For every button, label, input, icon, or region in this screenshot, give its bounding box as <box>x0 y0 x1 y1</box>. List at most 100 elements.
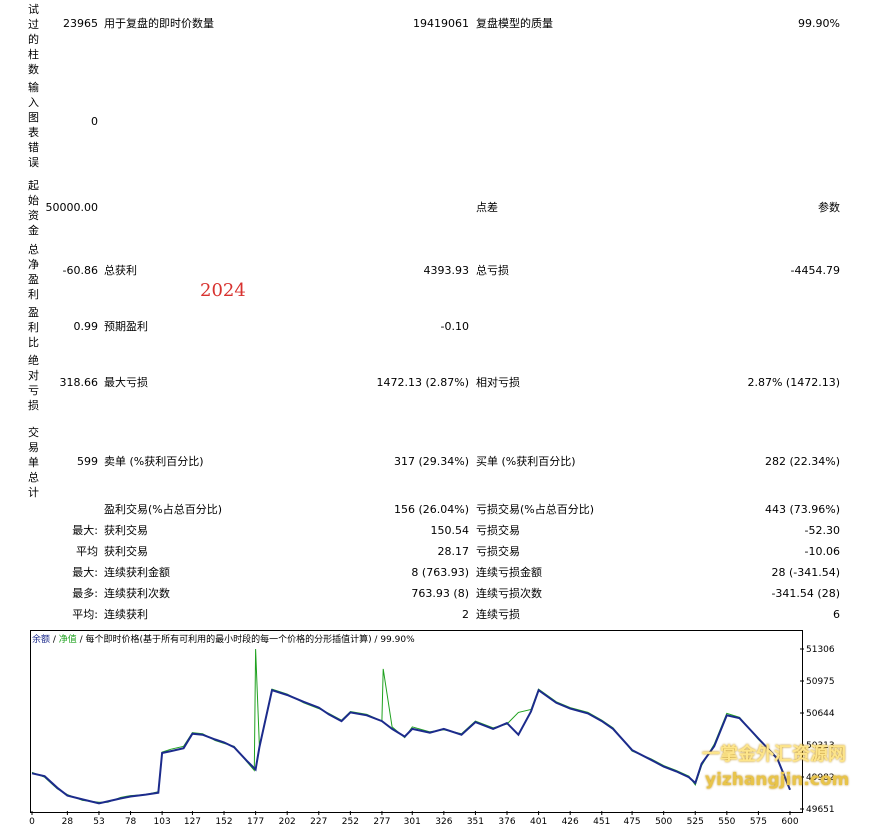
loss-trades-value: 443 (73.96%) <box>764 503 840 516</box>
maximum-prefix: 最大: <box>72 566 98 579</box>
average-prefix: 平均 <box>76 545 98 558</box>
initial-deposit-label: 起始资金 <box>28 179 39 237</box>
relative-drawdown-value: 2.87% (1472.13) <box>747 376 840 389</box>
short-positions-label: 卖单 (%获利百分比) <box>104 455 204 468</box>
max-consec-profit-count-value: 763.93 (8) <box>411 587 469 600</box>
bars-tested-value: 23965 <box>63 17 98 30</box>
total-trades-label: 交易单总计 <box>28 426 39 499</box>
input-errors-label: 输入图表错误 <box>28 81 39 169</box>
x-tick-label: 351 <box>467 817 484 827</box>
x-tick-label: 252 <box>342 817 359 827</box>
profit-trades-value: 156 (26.04%) <box>393 503 469 516</box>
chart-legend: 余额 / 净值 / 每个即时价格(基于所有可利用的最小时段的每一个价格的分形插值… <box>32 632 415 645</box>
y-tick-label: 49982 <box>806 773 835 783</box>
x-tick-label: 0 <box>29 817 35 827</box>
gross-profit-value: 4393.93 <box>423 264 470 277</box>
model-quality-value: 99.90% <box>798 17 840 30</box>
site-watermark-url: yizhangjin.com <box>705 770 850 790</box>
loss-trades-label: 亏损交易(%占总百分比) <box>476 503 595 516</box>
profit-factor-value: 0.99 <box>73 320 99 333</box>
expected-payoff-label: 预期盈利 <box>104 320 148 333</box>
y-tick-label: 50644 <box>806 709 835 719</box>
x-tick-label: 600 <box>781 817 798 827</box>
max-consec-profit-count-label: 连续获利次数 <box>104 587 170 600</box>
x-tick-label: 550 <box>718 817 735 827</box>
x-tick-label: 227 <box>310 817 327 827</box>
balance-line <box>31 688 791 805</box>
profit-trades-label: 盈利交易(%占总百分比) <box>104 503 223 516</box>
largest-profit-trade-value: 150.54 <box>430 524 470 537</box>
total-trades-value: 599 <box>77 455 98 468</box>
relative-drawdown-label: 相对亏损 <box>476 376 520 389</box>
avg-prefix: 平均: <box>72 608 98 621</box>
y-tick-label: 50313 <box>806 741 835 751</box>
profit-factor-label: 盈利比 <box>28 306 39 349</box>
parameters-label: 参数 <box>818 201 840 214</box>
x-tick-label: 401 <box>530 817 547 827</box>
net-profit-value: -60.86 <box>62 264 98 277</box>
ticks-count-value: 19419061 <box>413 17 469 30</box>
x-tick-label: 177 <box>247 817 264 827</box>
gross-profit-label: 总获利 <box>104 264 137 277</box>
x-tick-label: 277 <box>373 817 390 827</box>
x-tick-label: 500 <box>655 817 672 827</box>
max-drawdown-value: 1472.13 (2.87%) <box>376 376 469 389</box>
bars-tested-label: 试过的柱数 <box>28 3 39 76</box>
max-consec-losses-amount-label: 连续亏损金额 <box>476 566 542 579</box>
balance-equity-chart: 51306 50975 50644 50313 49982 49651 0 28 53 78 103… <box>29 645 835 827</box>
long-positions-value: 282 (22.34%) <box>764 455 840 468</box>
max-consec-wins-amount-label: 连续获利金额 <box>104 566 170 579</box>
x-tick-label: 575 <box>750 817 767 827</box>
initial-deposit-value: 50000.00 <box>45 201 99 214</box>
max-consec-loss-count-value: -341.54 (28) <box>771 587 840 600</box>
average-profit-trade-value: 28.17 <box>437 545 470 558</box>
legend-balance: 余额 <box>32 635 51 645</box>
x-tick-label: 78 <box>125 817 137 827</box>
avg-consec-losses-label: 连续亏损 <box>476 608 520 621</box>
x-tick-label: 202 <box>279 817 296 827</box>
expected-payoff-value: -0.10 <box>440 320 469 333</box>
x-tick-label: 426 <box>562 817 579 827</box>
ticks-count-label: 用于复盘的即时价数量 <box>104 17 214 30</box>
largest-loss-trade-value: -52.30 <box>804 524 840 537</box>
avg-consec-wins-value: 2 <box>462 608 469 621</box>
short-positions-value: 317 (29.34%) <box>393 455 469 468</box>
legend-equity: 净值 <box>58 635 77 645</box>
largest-profit-trade-label: 获利交易 <box>104 524 148 537</box>
largest-prefix: 最大: <box>72 524 98 537</box>
max-consec-wins-amount-value: 8 (763.93) <box>411 566 469 579</box>
x-tick-label: 301 <box>404 817 421 827</box>
net-profit-label: 总净盈利 <box>28 243 39 301</box>
equity-line <box>31 648 791 803</box>
avg-consec-wins-label: 连续获利 <box>104 608 148 621</box>
x-tick-label: 28 <box>62 817 74 827</box>
x-tick-label: 451 <box>593 817 610 827</box>
abs-drawdown-value: 318.66 <box>59 376 99 389</box>
year-watermark: 2024 <box>200 280 246 301</box>
average-loss-trade-label: 亏损交易 <box>476 545 520 558</box>
abs-drawdown-label: 绝对亏损 <box>28 354 39 412</box>
max-drawdown-label: 最大亏损 <box>104 376 148 389</box>
maximal-prefix: 最多: <box>72 587 98 600</box>
gross-loss-label: 总亏损 <box>476 264 509 277</box>
y-tick-label: 50975 <box>806 677 835 687</box>
largest-loss-trade-label: 亏损交易 <box>476 524 520 537</box>
y-tick-label: 51306 <box>806 645 835 655</box>
site-watermark-cn: 一掌金外汇资源网 <box>702 744 846 765</box>
max-consec-loss-count-label: 连续亏损次数 <box>476 587 542 600</box>
x-tick-label: 53 <box>93 817 104 827</box>
y-tick-label: 49651 <box>806 805 835 815</box>
avg-consec-losses-value: 6 <box>833 608 840 621</box>
input-errors-value: 0 <box>91 115 98 128</box>
x-tick-label: 326 <box>435 817 452 827</box>
x-tick-label: 475 <box>623 817 640 827</box>
x-tick-label: 127 <box>184 817 201 827</box>
average-loss-trade-value: -10.06 <box>804 545 840 558</box>
x-tick-label: 152 <box>215 817 232 827</box>
x-tick-label: 103 <box>154 817 171 827</box>
gross-loss-value: -4454.79 <box>790 264 840 277</box>
legend-description: / 每个即时价格(基于所有可利用的最小时段的每一个价格的分形插值计算) / 99… <box>76 635 415 645</box>
long-positions-label: 买单 (%获利百分比) <box>476 455 576 468</box>
max-consec-losses-amount-value: 28 (-341.54) <box>771 566 840 579</box>
x-tick-label: 376 <box>498 817 515 827</box>
